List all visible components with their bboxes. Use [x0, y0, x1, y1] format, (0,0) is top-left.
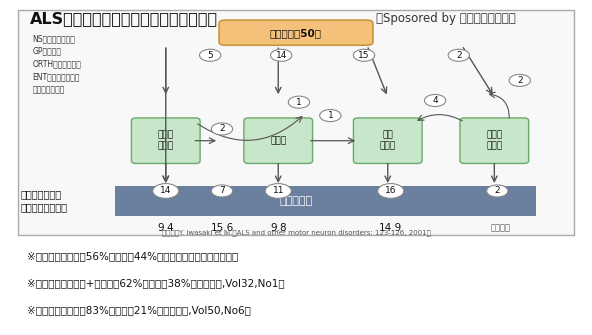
Text: 1: 1	[296, 98, 302, 107]
Text: 2: 2	[219, 125, 225, 133]
Text: 耳鼻咽
喉科医: 耳鼻咽 喉科医	[486, 131, 503, 151]
Circle shape	[487, 185, 508, 197]
Text: 4: 4	[432, 96, 438, 105]
Text: 15: 15	[358, 51, 370, 60]
Text: 9.8: 9.8	[270, 223, 287, 233]
Text: ※　初発部位、四肢+呼吸麻痺62%、球麻痺38%（神経治療,Vol32,No1）: ※ 初発部位、四肢+呼吸麻痺62%、球麻痺38%（神経治療,Vol32,No1）	[27, 278, 284, 288]
Text: 確定診断までに
要した期間（月）: 確定診断までに 要した期間（月）	[21, 189, 67, 213]
Circle shape	[448, 49, 469, 61]
FancyBboxPatch shape	[131, 118, 200, 163]
FancyBboxPatch shape	[353, 118, 422, 163]
Text: （Sposored by サフィ株式会社）: （Sposored by サフィ株式会社）	[376, 12, 516, 25]
Circle shape	[200, 49, 221, 61]
Text: 7: 7	[219, 187, 225, 195]
Text: 9.4: 9.4	[157, 223, 174, 233]
Text: （ヵ月）: （ヵ月）	[490, 223, 510, 232]
Text: 16: 16	[385, 187, 397, 195]
Text: 14: 14	[160, 187, 172, 195]
Text: 11: 11	[272, 187, 284, 195]
Text: ※　初発部位、四肢83%、球麻痺21%（昭医会誌,Vol50,No6）: ※ 初発部位、四肢83%、球麻痺21%（昭医会誌,Vol50,No6）	[27, 305, 250, 315]
Circle shape	[153, 184, 179, 198]
FancyBboxPatch shape	[244, 118, 313, 163]
Circle shape	[320, 110, 341, 122]
Text: GP：一般医: GP：一般医	[33, 47, 62, 56]
FancyBboxPatch shape	[115, 186, 536, 216]
FancyBboxPatch shape	[219, 20, 373, 45]
FancyBboxPatch shape	[460, 118, 529, 163]
Circle shape	[378, 184, 404, 198]
Circle shape	[288, 96, 310, 108]
Text: ENT：耳鼻咽喉科医: ENT：耳鼻咽喉科医	[33, 72, 80, 81]
Text: 1: 1	[327, 111, 333, 120]
Text: 神経内科医: 神経内科医	[279, 196, 313, 206]
Text: NS：脳神経外科医: NS：脳神経外科医	[33, 34, 75, 43]
Text: 14: 14	[275, 51, 287, 60]
Circle shape	[424, 94, 446, 107]
Circle shape	[271, 49, 292, 61]
Circle shape	[353, 49, 375, 61]
Circle shape	[265, 184, 291, 198]
Text: ORTH：整形外科医: ORTH：整形外科医	[33, 60, 82, 68]
Circle shape	[211, 185, 233, 197]
Text: ALSの初発症状から確定診断に至る過程: ALSの初発症状から確定診断に至る過程	[30, 11, 218, 26]
Text: 2: 2	[517, 76, 523, 85]
Circle shape	[509, 74, 530, 86]
Text: ※　初発部位、四肢56%、球麻痺44%（東邦大学大森病院の調査）: ※ 初発部位、四肢56%、球麻痺44%（東邦大学大森病院の調査）	[27, 251, 238, 261]
Text: 脳神経
外科医: 脳神経 外科医	[157, 131, 174, 151]
Text: 2: 2	[456, 51, 462, 60]
Text: 15.6: 15.6	[210, 223, 234, 233]
Text: 一般医: 一般医	[270, 136, 287, 145]
Text: ＡＬＳ患者50人: ＡＬＳ患者50人	[270, 28, 322, 38]
Text: 整形
外科医: 整形 外科医	[379, 131, 396, 151]
Text: 5: 5	[207, 51, 213, 60]
Text: （数）：患者数: （数）：患者数	[33, 85, 65, 94]
Circle shape	[211, 123, 233, 135]
Text: 14.9: 14.9	[379, 223, 403, 233]
FancyBboxPatch shape	[18, 10, 574, 234]
Text: 2: 2	[494, 187, 500, 195]
Text: （出典：Y. Iwasaki et al.：ALS and other motor neuron disorders: 123-126, 2001）: （出典：Y. Iwasaki et al.：ALS and other moto…	[162, 229, 430, 236]
